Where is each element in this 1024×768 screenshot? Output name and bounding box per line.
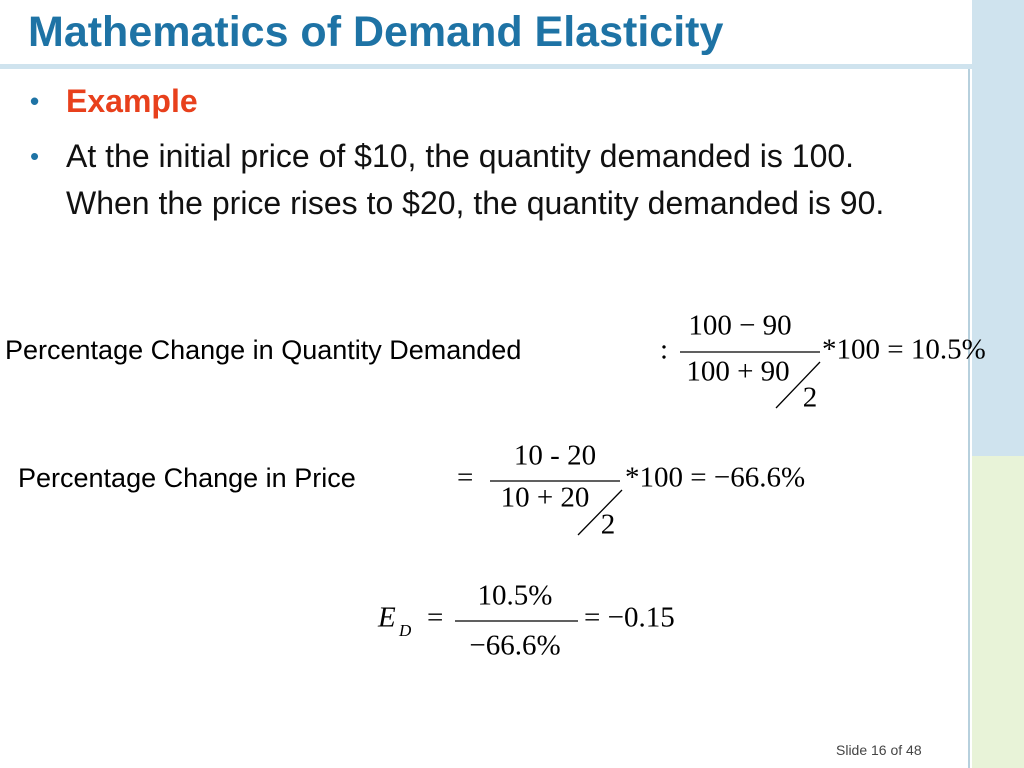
- side-strip: [972, 456, 1024, 768]
- eq-operator: :: [660, 334, 668, 366]
- eq-operator: =: [457, 462, 473, 494]
- elasticity-subscript: D: [398, 621, 412, 640]
- eq-divisor: 2: [601, 509, 616, 541]
- eq-denominator: 10 + 20: [501, 482, 590, 514]
- slash: [775, 361, 821, 409]
- eq-denominator: −66.6%: [469, 630, 560, 662]
- content-panel: [0, 69, 970, 768]
- eq-divisor: 2: [803, 382, 818, 414]
- slash: [577, 489, 623, 536]
- eq-label: Percentage Change in Price: [18, 463, 356, 493]
- eq-numerator: 100 − 90: [688, 310, 791, 342]
- title-band: [0, 64, 972, 69]
- eq-numerator: 10.5%: [478, 580, 553, 612]
- slide-title: Mathematics of Demand Elasticity: [28, 8, 724, 56]
- eq-label: Percentage Change in Quantity Demanded: [5, 335, 521, 365]
- side-strip: [972, 0, 1024, 456]
- eq-numerator: 10 - 20: [514, 440, 596, 472]
- eq-operator: =: [427, 602, 443, 634]
- eq-denominator: 100 + 90: [686, 356, 789, 388]
- bullet: Example: [30, 78, 936, 125]
- bullet: At the initial price of $10, the quantit…: [30, 133, 936, 227]
- eq-result: *100 = −66.6%: [625, 462, 805, 494]
- eq-result: *100 = 10.5%: [822, 334, 986, 366]
- eq-result: = −0.15: [584, 602, 675, 634]
- elasticity-symbol: E: [377, 602, 396, 634]
- slide-number: Slide 16 of 48: [836, 742, 922, 758]
